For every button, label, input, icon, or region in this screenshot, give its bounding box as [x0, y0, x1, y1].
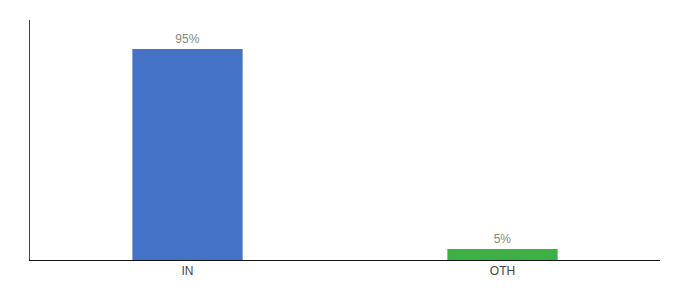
svg-text:95%: 95%	[175, 32, 199, 46]
svg-text:IN: IN	[182, 264, 194, 278]
svg-text:OTH: OTH	[490, 264, 515, 278]
svg-text:5%: 5%	[494, 232, 512, 246]
